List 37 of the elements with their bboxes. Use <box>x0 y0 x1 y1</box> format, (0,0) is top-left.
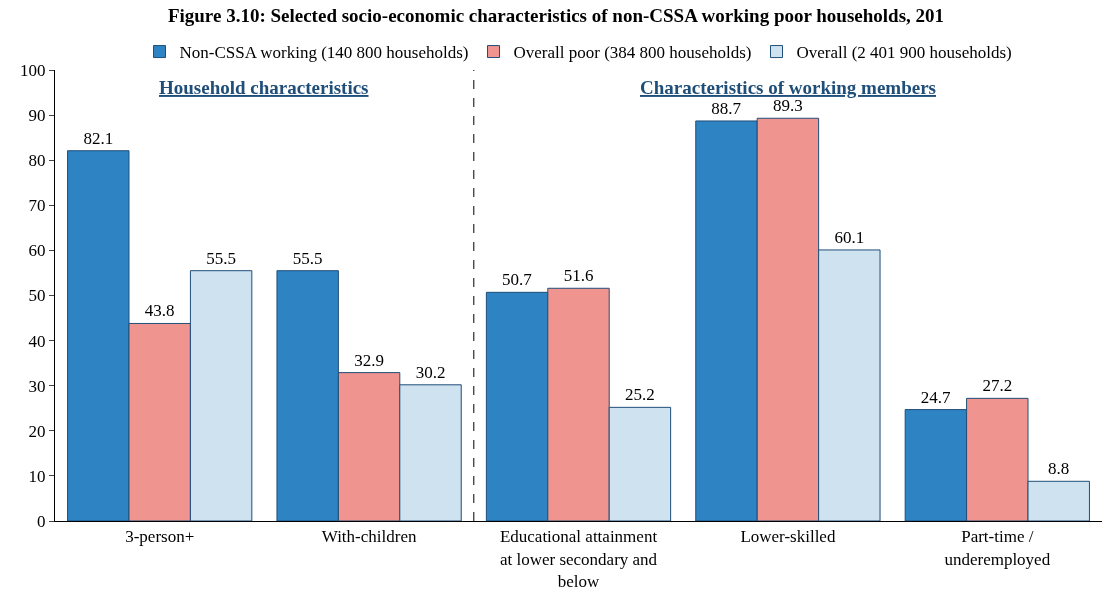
x-tick-label: Educational attainment at lower secondary and below <box>499 527 658 591</box>
data-label: 24.7 <box>920 387 951 407</box>
y-tick-label: 60 <box>28 241 46 261</box>
x-tick-label: Part-time / underemployed <box>944 527 1051 569</box>
legend-label: Overall poor (384 800 households) <box>513 43 752 63</box>
y-tick-label: 0 <box>37 511 46 531</box>
annotation: Characteristics of working members <box>640 77 937 98</box>
legend-label: Non-CSSA working (140 800 households) <box>179 43 469 63</box>
data-label: 8.8 <box>1048 459 1070 479</box>
y-tick-label: 40 <box>28 331 46 351</box>
annotation: Household characteristics <box>159 77 369 98</box>
data-label: 30.2 <box>415 362 446 382</box>
data-label: 55.5 <box>292 248 323 268</box>
data-label: 89.3 <box>773 96 803 116</box>
data-label: 88.7 <box>711 98 742 118</box>
chart-title: Figure 3.10: Selected socio-economic characteristics of non-CSSA working poor households, 201 <box>167 5 945 27</box>
data-label: 27.2 <box>982 376 1013 396</box>
y-tick-label: 50 <box>28 286 46 306</box>
x-tick-label: Lower-skilled <box>740 527 836 547</box>
data-label: 25.2 <box>625 385 655 405</box>
y-tick-label: 90 <box>28 106 46 126</box>
y-tick-label: 70 <box>28 196 46 216</box>
data-label: 32.9 <box>354 350 384 370</box>
y-tick-label: 30 <box>28 376 46 396</box>
legend-label: Overall (2 401 900 households) <box>796 43 1012 63</box>
data-label: 50.7 <box>501 270 533 290</box>
y-tick-label: 10 <box>28 466 46 486</box>
x-tick-label: 3-person+ <box>125 527 195 547</box>
data-label: 43.8 <box>144 301 175 321</box>
data-label: 60.1 <box>834 227 865 247</box>
data-label: 82.1 <box>83 128 114 148</box>
data-label: 55.5 <box>206 248 236 268</box>
y-tick-label: 20 <box>28 421 46 441</box>
y-tick-label: 100 <box>20 60 46 80</box>
data-label: 51.6 <box>563 266 594 286</box>
y-tick-label: 80 <box>28 151 46 171</box>
x-tick-label: With-children <box>321 527 417 547</box>
